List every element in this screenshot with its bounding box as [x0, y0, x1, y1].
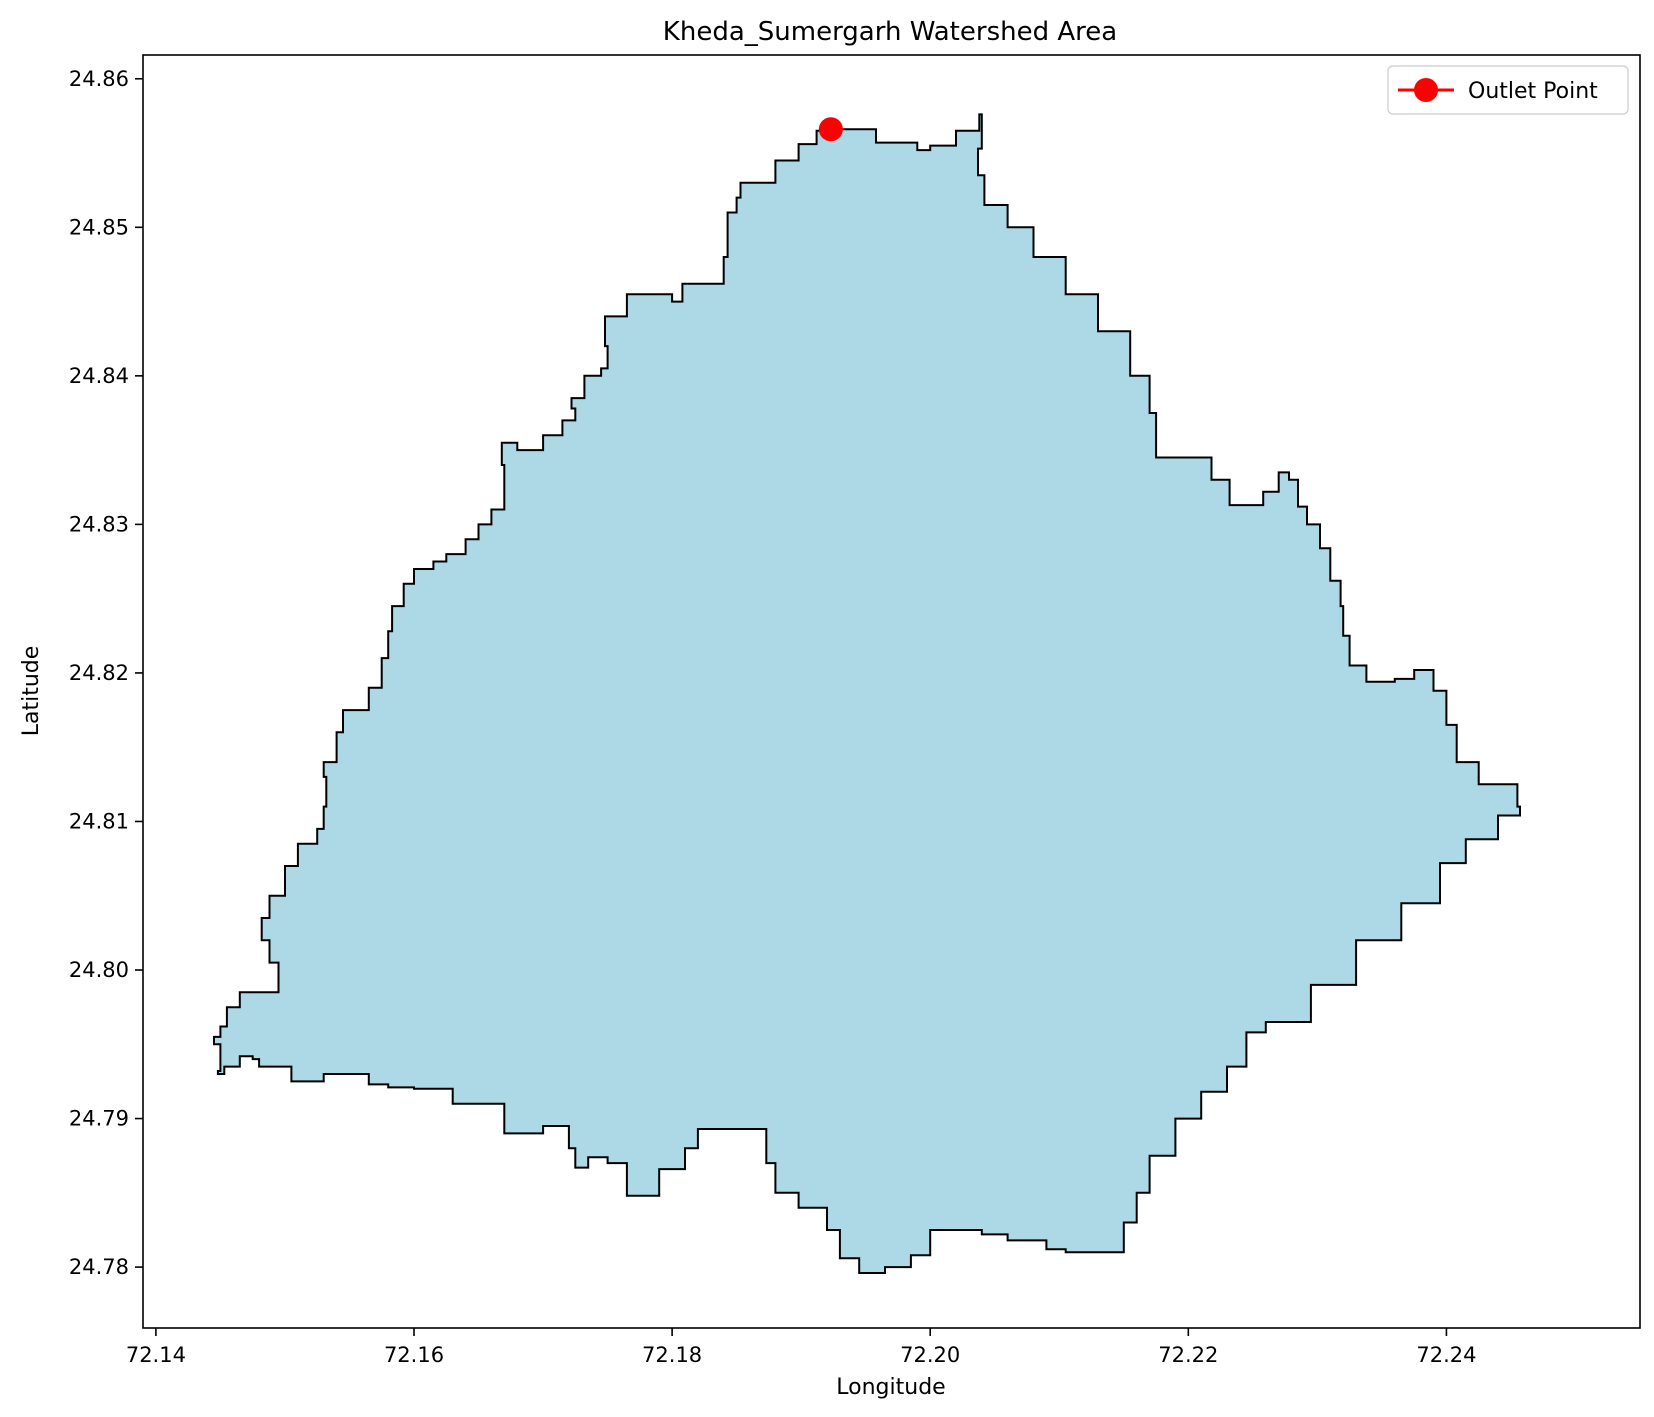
watershed-polygon [213, 113, 1521, 1274]
y-tick-label: 24.83 [69, 512, 129, 536]
x-tick-label: 72.18 [642, 1343, 702, 1367]
map-title: Kheda_Sumergarh Watershed Area [663, 17, 1117, 47]
plot-area [213, 113, 1521, 1274]
y-axis-label: Latitude [19, 646, 44, 737]
y-tick-label: 24.82 [69, 661, 129, 685]
y-tick-label: 24.86 [69, 67, 129, 91]
y-tick-label: 24.81 [69, 809, 129, 833]
x-tick-label: 72.20 [900, 1343, 960, 1367]
legend: Outlet Point [1387, 65, 1629, 115]
y-tick-label: 24.84 [69, 364, 129, 388]
x-tick-label: 72.22 [1158, 1343, 1218, 1367]
legend-entry-outlet-point: Outlet Point [1468, 79, 1598, 104]
x-axis-label: Longitude [836, 1375, 945, 1400]
y-tick-label: 24.79 [69, 1107, 129, 1131]
y-tick-label: 24.80 [69, 958, 129, 982]
y-tick-label: 24.78 [69, 1255, 129, 1279]
legend-marker [1414, 78, 1438, 102]
x-tick-label: 72.14 [126, 1343, 186, 1367]
x-tick-label: 72.24 [1416, 1343, 1476, 1367]
axes-frame [142, 54, 1641, 1329]
y-tick-label: 24.85 [69, 215, 129, 239]
y-axis-ticks: 24.78 24.79 24.80 24.81 24.82 24.83 24.84 24.85… [69, 67, 143, 1279]
legend-box [1387, 65, 1629, 115]
x-axis-ticks: 72.14 72.16 72.18 72.20 72.22 72.24 [126, 1328, 1476, 1367]
outlet-point-marker [818, 117, 843, 142]
x-tick-label: 72.16 [384, 1343, 444, 1367]
